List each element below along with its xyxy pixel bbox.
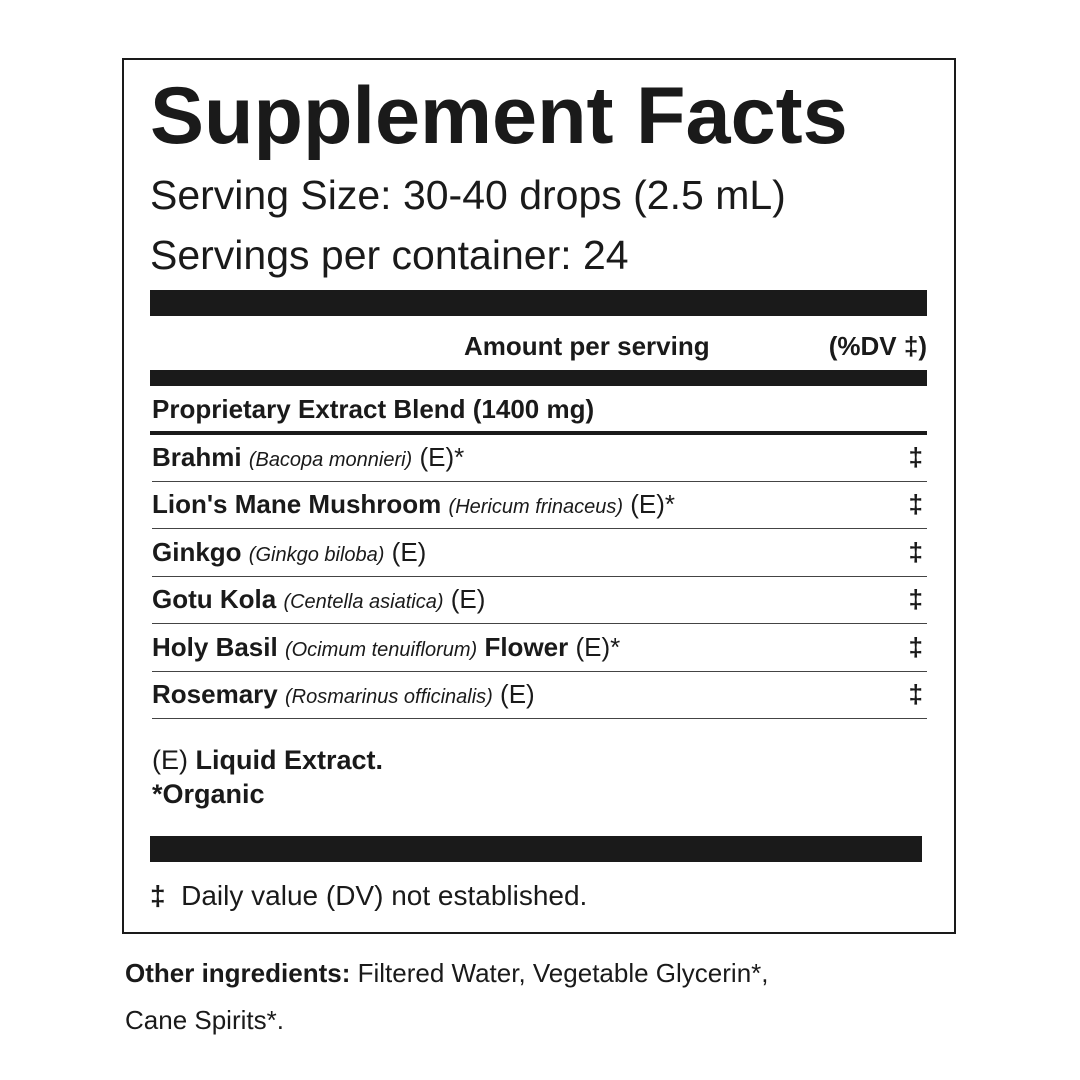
ingredient-suffix: (E)* bbox=[575, 631, 621, 662]
ingredient-suffix: (E) bbox=[450, 584, 486, 615]
ingredient-name: Ginkgo bbox=[152, 536, 242, 567]
ingredient-suffix: (E)* bbox=[630, 489, 676, 520]
ingredient-latin: (Rosmarinus officinalis) bbox=[284, 686, 493, 708]
ingredient-part: Flower bbox=[484, 631, 569, 662]
ingredient-row: Gotu Kola (Centella asiatica) (E) ‡ bbox=[152, 576, 927, 625]
ingredient-name-cell: Brahmi (Bacopa monnieri) (E)* bbox=[152, 442, 464, 473]
ingredient-dv: ‡ bbox=[908, 536, 923, 567]
ingredient-latin: (Bacopa monnieri) bbox=[248, 449, 413, 471]
medium-divider bbox=[150, 370, 927, 386]
ingredient-name-cell: Gotu Kola (Centella asiatica) (E) bbox=[152, 584, 485, 615]
ingredient-row: Holy Basil (Ocimum tenuiflorum) Flower (… bbox=[152, 624, 927, 672]
amount-header: Amount per serving bbox=[464, 331, 710, 361]
ingredient-row: Ginkgo (Ginkgo biloba) (E) ‡ bbox=[152, 529, 927, 577]
thick-divider bbox=[150, 290, 927, 316]
ingredient-suffix: (E) bbox=[500, 679, 535, 709]
other-ingredients-line1: Filtered Water, Vegetable Glycerin*, bbox=[357, 958, 769, 988]
ingredient-name-cell: Rosemary (Rosmarinus officinalis) (E) bbox=[152, 679, 535, 710]
ingredient-suffix: (E) bbox=[391, 536, 427, 567]
bottom-divider bbox=[150, 836, 922, 862]
other-ingredients: Other ingredients: Filtered Water, Veget… bbox=[125, 958, 769, 989]
dv-header: (%DV ‡) bbox=[828, 331, 927, 361]
other-ingredients-label: Other ingredients: bbox=[125, 958, 351, 988]
thin-divider bbox=[150, 431, 927, 435]
ingredient-row: Rosemary (Rosmarinus officinalis) (E) ‡ bbox=[152, 671, 927, 719]
ingredient-name: Gotu Kola bbox=[152, 584, 277, 615]
ingredient-name-cell: Holy Basil (Ocimum tenuiflorum) Flower (… bbox=[152, 632, 620, 663]
ingredient-latin: (Hericum frinaceus) bbox=[448, 496, 624, 519]
ingredient-name: Rosemary bbox=[152, 679, 278, 709]
facts-panel-border bbox=[122, 58, 956, 934]
other-ingredients-line2: Cane Spirits*. bbox=[125, 1005, 284, 1035]
ingredient-latin: (Ginkgo biloba) bbox=[248, 543, 385, 566]
ingredient-row: Lion's Mane Mushroom (Hericum frinaceus)… bbox=[152, 481, 927, 530]
footnote-organic: *Organic bbox=[152, 779, 265, 809]
ingredient-name: Holy Basil bbox=[152, 631, 278, 662]
blend-label: Proprietary Extract Blend (1400 mg) bbox=[152, 394, 595, 424]
dv-symbol: ‡ bbox=[150, 880, 166, 911]
ingredient-row: Brahmi (Bacopa monnieri) (E)* ‡ bbox=[152, 434, 927, 482]
ingredient-dv: ‡ bbox=[908, 584, 923, 615]
ingredient-dv: ‡ bbox=[908, 489, 923, 520]
ingredient-latin: (Ocimum tenuiflorum) bbox=[284, 638, 478, 661]
dv-text: Daily value (DV) not established. bbox=[181, 880, 588, 911]
extract-text: Liquid Extract. bbox=[195, 745, 384, 775]
ingredient-name-cell: Ginkgo (Ginkgo biloba) (E) bbox=[152, 537, 426, 568]
ingredient-dv: ‡ bbox=[908, 631, 923, 662]
ingredient-name-cell: Lion's Mane Mushroom (Hericum frinaceus)… bbox=[152, 489, 675, 520]
serving-size: Serving Size: 30-40 drops (2.5 mL) bbox=[150, 172, 786, 218]
footnote-extract: (E) Liquid Extract. bbox=[152, 745, 383, 776]
panel-title: Supplement Facts bbox=[150, 71, 848, 161]
ingredient-dv: ‡ bbox=[908, 679, 923, 709]
ingredient-suffix: (E)* bbox=[419, 442, 465, 472]
servings-per-container: Servings per container: 24 bbox=[150, 232, 629, 278]
extract-symbol: (E) bbox=[152, 745, 188, 775]
ingredient-latin: (Centella asiatica) bbox=[283, 591, 444, 614]
ingredient-name: Lion's Mane Mushroom bbox=[152, 489, 442, 520]
ingredient-name: Brahmi bbox=[152, 442, 242, 472]
footnote-dv: ‡ Daily value (DV) not established. bbox=[150, 880, 587, 912]
ingredient-dv: ‡ bbox=[908, 442, 923, 472]
